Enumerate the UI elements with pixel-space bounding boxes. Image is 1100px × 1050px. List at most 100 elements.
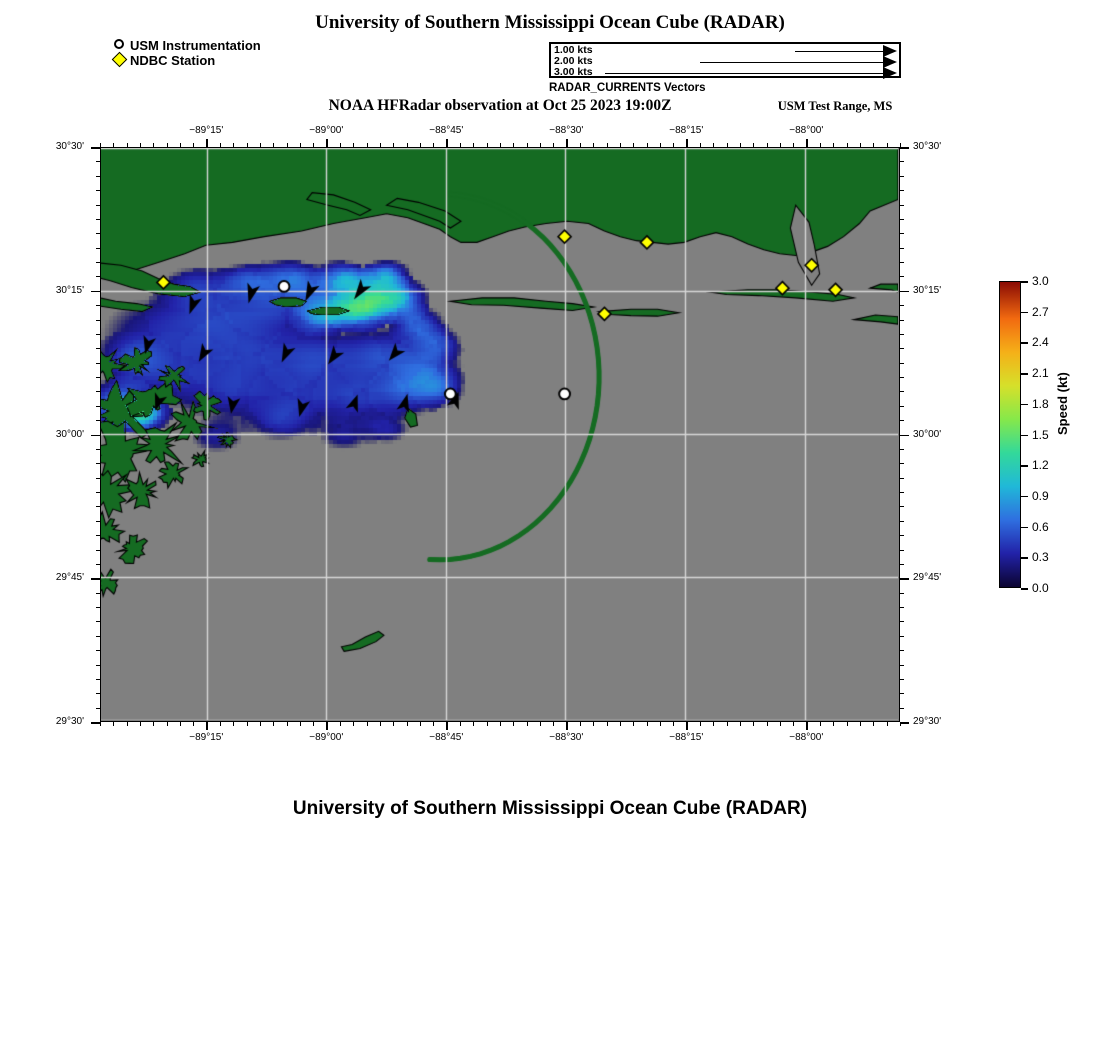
y-minor-tick bbox=[900, 247, 904, 249]
vector-key-arrowhead bbox=[883, 67, 897, 79]
y-major-tick bbox=[900, 434, 909, 436]
y-axis-label: 30°00' bbox=[913, 428, 942, 440]
y-minor-tick bbox=[900, 405, 904, 407]
colorbar-tick-label: 0.0 bbox=[1032, 581, 1049, 595]
x-minor-tick bbox=[273, 722, 275, 726]
x-minor-tick bbox=[833, 722, 835, 726]
y-minor-tick bbox=[900, 391, 904, 393]
x-minor-tick bbox=[380, 722, 381, 726]
x-minor-tick bbox=[646, 722, 648, 726]
x-minor-tick bbox=[460, 722, 461, 726]
legend-label-usm: USM Instrumentation bbox=[130, 37, 261, 53]
y-minor-tick bbox=[900, 650, 904, 652]
x-major-tick bbox=[446, 139, 448, 147]
x-axis-label: −88°45' bbox=[429, 732, 464, 743]
colorbar-tick-label: 1.2 bbox=[1032, 458, 1049, 473]
y-major-tick bbox=[900, 147, 909, 149]
x-minor-tick bbox=[846, 722, 848, 726]
x-minor-tick bbox=[700, 722, 701, 726]
range-subtitle: USM Test Range, MS bbox=[777, 99, 893, 113]
y-minor-tick bbox=[900, 535, 904, 537]
colorbar-tick bbox=[1021, 434, 1028, 436]
y-minor-tick bbox=[900, 678, 904, 680]
x-axis-label: −88°30' bbox=[549, 125, 584, 136]
vector-key-shaft bbox=[795, 51, 885, 52]
map-legend: USM Instrumentation NDBC Station bbox=[111, 37, 261, 68]
colorbar-tick bbox=[1021, 526, 1028, 529]
vector-key-label: 1.00 kts bbox=[554, 44, 593, 56]
x-minor-tick bbox=[660, 722, 661, 726]
colorbar-tick bbox=[1021, 588, 1028, 590]
y-minor-tick bbox=[900, 290, 904, 292]
colorbar-tick bbox=[1021, 557, 1028, 559]
y-major-tick bbox=[91, 722, 100, 724]
x-minor-tick bbox=[340, 722, 341, 726]
x-minor-tick bbox=[593, 722, 595, 726]
y-minor-tick bbox=[900, 377, 904, 378]
y-axis-label: 30°15' bbox=[55, 284, 84, 296]
y-minor-tick bbox=[96, 722, 100, 723]
colorbar: 3.0 2.7 2.4 2.1 1.8 1.5 1.2 0.9 0.6 0.3 0.0 bbox=[999, 274, 1049, 595]
x-minor-tick bbox=[180, 722, 181, 726]
y-minor-tick bbox=[900, 477, 904, 479]
vector-key-row: 3.00 kts bbox=[551, 66, 899, 79]
x-minor-tick bbox=[393, 722, 395, 726]
y-minor-tick bbox=[900, 305, 904, 307]
x-major-tick bbox=[686, 722, 688, 730]
y-minor-tick bbox=[900, 607, 904, 608]
y-minor-tick bbox=[900, 319, 904, 321]
y-major-tick bbox=[91, 290, 100, 293]
map-canvas-frame[interactable] bbox=[100, 147, 900, 722]
y-major-tick bbox=[91, 578, 100, 580]
x-minor-tick bbox=[553, 722, 555, 726]
x-major-tick bbox=[566, 722, 568, 730]
x-major-tick bbox=[686, 139, 688, 147]
colorbar-tick-label: 3.0 bbox=[1032, 274, 1049, 288]
x-axis-label: −89°00' bbox=[309, 732, 344, 743]
y-minor-tick bbox=[900, 722, 904, 723]
y-minor-tick bbox=[900, 262, 904, 263]
colorbar-tick bbox=[1021, 342, 1028, 344]
vector-key-shaft bbox=[700, 62, 885, 63]
x-minor-tick bbox=[246, 722, 248, 726]
y-minor-tick bbox=[900, 218, 904, 220]
x-minor-tick bbox=[140, 722, 141, 726]
circle-marker-icon bbox=[112, 38, 129, 53]
map-raster bbox=[101, 148, 898, 720]
vector-key-arrowhead bbox=[883, 45, 897, 57]
y-major-tick bbox=[900, 722, 909, 724]
y-minor-tick bbox=[900, 233, 904, 235]
colorbar-title: Speed (kt) bbox=[1055, 372, 1070, 435]
x-minor-tick bbox=[353, 722, 355, 726]
y-minor-tick bbox=[900, 190, 904, 192]
y-minor-tick bbox=[900, 420, 904, 422]
x-minor-tick bbox=[100, 722, 101, 726]
x-major-tick bbox=[206, 722, 208, 730]
colorbar-tick bbox=[1021, 281, 1028, 283]
x-minor-tick bbox=[513, 722, 515, 726]
x-axis-label: −89°00' bbox=[309, 125, 344, 136]
y-minor-tick bbox=[900, 520, 904, 522]
y-axis-label: 29°30' bbox=[913, 716, 942, 727]
y-minor-tick bbox=[900, 664, 904, 666]
x-minor-tick bbox=[753, 722, 755, 726]
x-minor-tick bbox=[900, 143, 901, 147]
x-minor-tick bbox=[366, 722, 368, 726]
y-major-tick bbox=[91, 147, 100, 149]
legend-item-ndbc: NDBC Station bbox=[111, 51, 261, 68]
x-minor-tick bbox=[873, 722, 875, 726]
x-axis-label: −89°15' bbox=[189, 732, 224, 743]
colorbar-tick-label: 2.7 bbox=[1032, 304, 1049, 319]
x-minor-tick bbox=[500, 722, 501, 726]
x-minor-tick bbox=[540, 722, 541, 726]
x-minor-tick bbox=[206, 722, 208, 726]
colorbar-tick-label: 2.1 bbox=[1032, 366, 1049, 381]
y-minor-tick bbox=[900, 463, 904, 465]
y-axis-label: 29°45' bbox=[913, 572, 942, 584]
x-minor-tick bbox=[806, 722, 808, 726]
x-minor-tick bbox=[900, 722, 901, 726]
x-minor-tick bbox=[153, 722, 155, 726]
y-minor-tick bbox=[900, 434, 904, 436]
x-axis-label: −88°15' bbox=[669, 125, 704, 136]
x-minor-tick bbox=[566, 722, 568, 726]
